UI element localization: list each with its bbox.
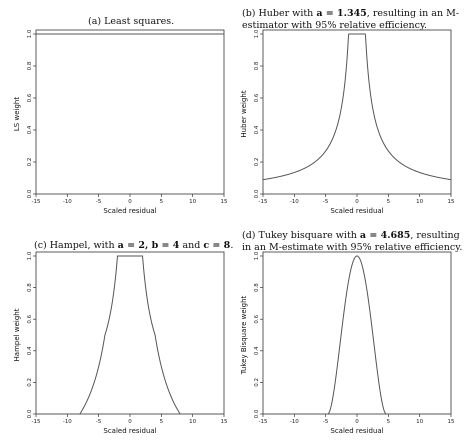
x-tick-label: 0 [128, 419, 132, 425]
x-tick-label: 5 [387, 199, 391, 205]
y-tick-label: 1.0 [27, 251, 33, 260]
x-tick-label: 15 [448, 419, 455, 425]
caption-b-param: a = 1.345 [316, 8, 367, 19]
caption-c-param-c: c = 8 [203, 240, 231, 251]
x-tick-label: 5 [387, 419, 391, 425]
y-tick-label: 0.0 [27, 409, 33, 418]
y-tick-label: 1.0 [254, 251, 260, 260]
x-tick-label: 10 [416, 419, 423, 425]
x-tick-label: -10 [290, 199, 299, 205]
y-tick-label: 0.4 [254, 346, 260, 355]
x-axis-title: Scaled residual [103, 427, 156, 435]
plot-hampel: -15 -10 -5 0 5 10 15 0.0 0.2 0.4 0.6 0.8 1.0 Scaled r… [13, 251, 228, 435]
caption-b-part2: , resulting in an M-estimator with 95% r… [242, 8, 460, 31]
y-tick-label: 0.8 [254, 283, 260, 292]
x-tick-label: 5 [160, 199, 164, 205]
x-tick-label: -10 [63, 419, 72, 425]
caption-huber: (b) Huber with a = 1.345, resulting in a… [242, 8, 468, 32]
y-tick-label: 0.6 [254, 93, 260, 102]
y-tick-label: 0.8 [27, 283, 33, 292]
x-tick-label: 0 [128, 199, 132, 205]
plot-huber: -15 -10 -5 0 5 10 15 0.0 0.2 0.4 0.6 0.8 1.0 Scaled r… [240, 29, 455, 215]
x-tick-label: 15 [221, 419, 228, 425]
caption-a-text: (a) Least squares. [88, 16, 175, 27]
y-tick-label: 0.0 [27, 189, 33, 198]
weight-curve [262, 33, 452, 181]
y-tick-label: 0.6 [27, 314, 33, 323]
caption-c-end: . [230, 240, 234, 251]
plot-tukey: -15 -10 -5 0 5 10 15 0.0 0.2 0.4 0.6 0.8 1.0 Scaled r… [240, 251, 455, 435]
x-axis-title: Scaled residual [330, 427, 383, 435]
y-tick-label: 0.4 [254, 125, 260, 134]
caption-tukey: (d) Tukey bisquare with a = 4.685, resul… [242, 230, 470, 254]
y-tick-label: 0.4 [27, 346, 33, 355]
x-tick-label: 0 [355, 419, 359, 425]
plot-frame [262, 29, 452, 195]
x-tick-label: -15 [32, 199, 41, 205]
y-tick-label: 0.8 [27, 61, 33, 70]
caption-d-param: a = 4.685 [359, 230, 411, 241]
x-tick-label: -5 [323, 419, 329, 425]
caption-hampel: (c) Hampel, with a = 2, b = 4 and c = 8. [34, 240, 234, 252]
y-tick-label: 0.0 [254, 409, 260, 418]
y-tick-label: 0.2 [254, 378, 260, 387]
x-tick-label: -10 [63, 199, 72, 205]
caption-c-part1: (c) Hampel, with [34, 240, 118, 251]
caption-d-part1: (d) Tukey bisquare with [242, 230, 360, 241]
x-tick-label: -5 [323, 199, 329, 205]
x-tick-label: 5 [160, 419, 164, 425]
x-tick-label: 10 [189, 199, 196, 205]
y-tick-label: 0.0 [254, 189, 260, 198]
y-tick-label: 0.6 [27, 93, 33, 102]
caption-c-params: a = 2, b = 4 [117, 240, 180, 251]
x-tick-label: 10 [189, 419, 196, 425]
y-tick-label: 0.2 [27, 378, 33, 387]
y-tick-label: 1.0 [254, 29, 260, 38]
x-tick-label: -15 [259, 199, 268, 205]
y-axis-title: Huber weight [240, 90, 248, 137]
plot-frame [35, 29, 225, 195]
y-tick-label: 0.8 [254, 61, 260, 70]
x-tick-label: 0 [355, 199, 359, 205]
weight-curve [36, 255, 224, 415]
y-axis-title: Tukey Bisquare weight [240, 295, 248, 375]
x-tick-label: 15 [448, 199, 455, 205]
x-tick-label: -5 [96, 419, 102, 425]
x-tick-label: 15 [221, 199, 228, 205]
x-tick-label: -15 [32, 419, 41, 425]
x-tick-label: -5 [96, 199, 102, 205]
weight-curve [263, 255, 451, 415]
y-tick-label: 0.6 [254, 314, 260, 323]
caption-d-part2: , resulting in an M-estimate with 95% re… [242, 230, 463, 253]
y-tick-label: 0.2 [27, 158, 33, 167]
plot-frame [35, 251, 225, 415]
y-tick-label: 0.2 [254, 158, 260, 167]
y-axis-title: LS weight [13, 97, 21, 131]
x-tick-label: 10 [416, 199, 423, 205]
x-tick-label: -15 [259, 419, 268, 425]
plot-least-squares: -15 -10 -5 0 5 10 15 0.0 0.2 0.4 0.6 0.8 1.0 Scaled r… [13, 29, 228, 215]
y-axis-title: Hampel weight [13, 308, 21, 361]
x-axis-title: Scaled residual [103, 207, 156, 215]
caption-least-squares: (a) Least squares. [88, 16, 238, 28]
plot-frame [262, 251, 452, 415]
caption-b-part1: (b) Huber with [242, 8, 317, 19]
caption-c-and: and [179, 240, 204, 251]
x-axis-title: Scaled residual [330, 207, 383, 215]
y-tick-label: 0.4 [27, 125, 33, 134]
x-tick-label: -10 [290, 419, 299, 425]
y-tick-label: 1.0 [27, 29, 33, 38]
